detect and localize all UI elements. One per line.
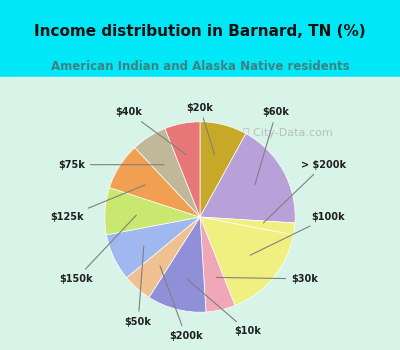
Text: $125k: $125k: [50, 185, 145, 222]
Text: Income distribution in Barnard, TN (%): Income distribution in Barnard, TN (%): [34, 24, 366, 39]
Text: $30k: $30k: [216, 274, 318, 284]
Text: $150k: $150k: [60, 215, 136, 284]
Wedge shape: [127, 217, 200, 298]
Wedge shape: [200, 217, 294, 306]
Text: $60k: $60k: [255, 107, 290, 184]
Wedge shape: [110, 148, 200, 217]
Text: $50k: $50k: [125, 246, 152, 327]
Text: $75k: $75k: [58, 160, 164, 170]
Wedge shape: [165, 122, 200, 217]
Wedge shape: [105, 188, 200, 235]
Wedge shape: [106, 217, 200, 278]
Wedge shape: [135, 128, 200, 217]
Wedge shape: [200, 122, 246, 217]
Text: $200k: $200k: [160, 266, 202, 341]
Text: $100k: $100k: [250, 212, 345, 255]
Wedge shape: [200, 134, 295, 223]
Text: $10k: $10k: [187, 279, 261, 336]
Wedge shape: [200, 217, 295, 235]
Text: > $200k: > $200k: [263, 160, 346, 223]
Text: $20k: $20k: [186, 103, 214, 154]
Wedge shape: [149, 217, 206, 312]
Text: Ⓢ City-Data.com: Ⓢ City-Data.com: [243, 128, 333, 138]
Bar: [0, 77, 400, 350]
Text: $40k: $40k: [115, 107, 186, 155]
Text: American Indian and Alaska Native residents: American Indian and Alaska Native reside…: [51, 60, 349, 73]
Wedge shape: [200, 217, 235, 312]
Bar: [0, 0, 400, 77]
